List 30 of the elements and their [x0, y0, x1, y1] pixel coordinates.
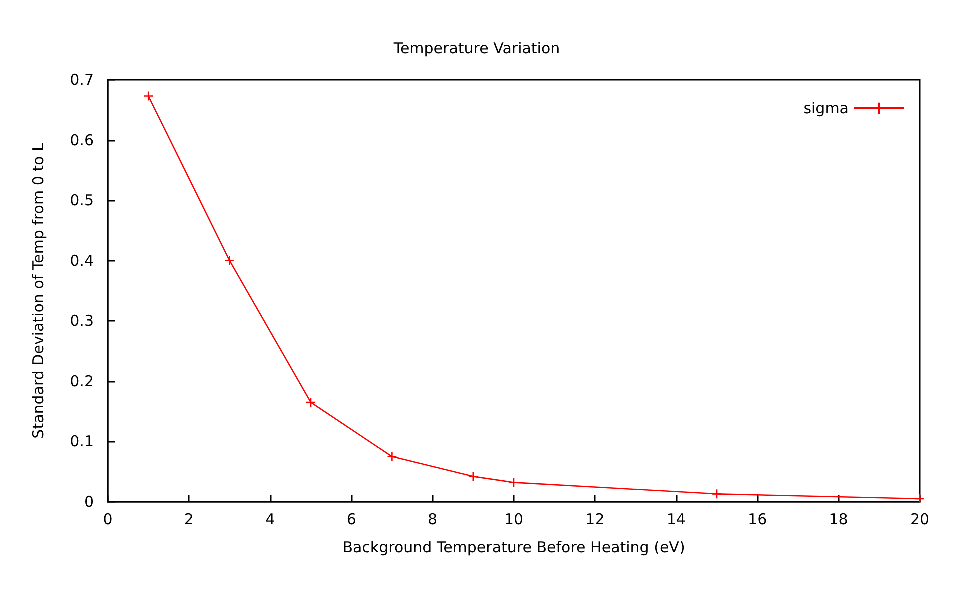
x-tick-label: 0 — [103, 510, 113, 528]
y-tick-label: 0.5 — [70, 192, 94, 210]
y-tick-label: 0.3 — [70, 312, 94, 330]
x-tick-label: 18 — [829, 510, 848, 528]
point — [224, 256, 235, 266]
x-tick-label: 8 — [428, 510, 438, 528]
x-tick-label: 16 — [748, 510, 768, 528]
legend-label: sigma — [804, 100, 849, 118]
x-axis-title: Background Temperature Before Heating (eV) — [342, 538, 686, 556]
y-tick-label: 0.6 — [70, 131, 94, 150]
y-tick-label: 0.1 — [70, 432, 94, 451]
x-tick-label: 2 — [184, 510, 194, 528]
y-tick-label: 0.2 — [70, 372, 94, 390]
x-tick-label: 20 — [910, 510, 930, 528]
point — [468, 472, 479, 482]
y-tick-label: 0 — [84, 493, 94, 511]
point — [712, 489, 722, 500]
point — [387, 452, 398, 462]
y-tick-label: 0.4 — [70, 252, 94, 270]
y-axis-title: Standard Deviation of Temp from 0 to L — [30, 142, 48, 439]
x-tick-label: 12 — [586, 510, 605, 528]
chart-title: Temperature Variation — [392, 40, 560, 58]
y-tick-label: 0.7 — [70, 71, 94, 89]
point — [306, 397, 316, 408]
point — [143, 91, 154, 102]
x-tick-label: 10 — [504, 510, 524, 528]
x-tick-label: 6 — [346, 510, 356, 528]
x-tick-label: 14 — [666, 510, 686, 528]
x-tick-label: 4 — [266, 510, 276, 528]
point — [508, 478, 520, 488]
